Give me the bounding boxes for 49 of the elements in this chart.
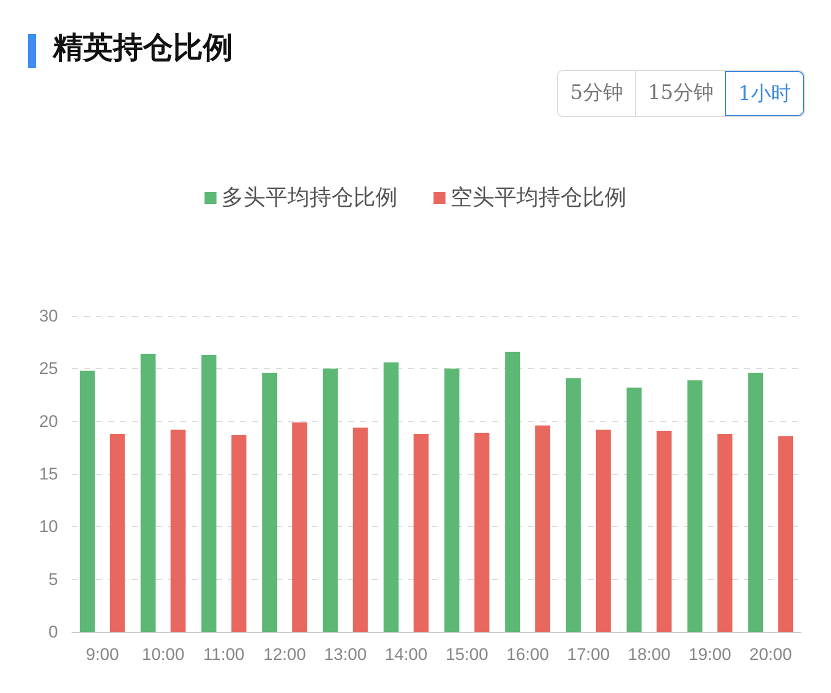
- text: 15分钟: [634, 71, 726, 116]
- bar: [110, 434, 125, 632]
- x-tick-label: 20:00: [749, 645, 792, 664]
- x-tick-label: 15:00: [446, 645, 488, 664]
- bar: [352, 428, 368, 632]
- bar: [566, 378, 581, 632]
- bar: [748, 372, 764, 632]
- bar: [778, 436, 794, 632]
- bar: [596, 430, 611, 632]
- y-tick-label: 30: [39, 306, 58, 326]
- text: 1小时: [725, 71, 804, 116]
- chart-title: 精英持仓比例: [52, 30, 233, 66]
- bar: [292, 422, 308, 632]
- bar: [626, 388, 642, 632]
- bar: [535, 426, 550, 632]
- bar: [717, 434, 732, 632]
- bar: [170, 430, 186, 632]
- legend-label: 空头平均持仓比例: [450, 186, 626, 210]
- x-tick-label: 14:00: [384, 645, 428, 664]
- bar: [201, 354, 216, 632]
- x-tick-label: 9:00: [86, 645, 119, 664]
- x-tick-label: 10:00: [142, 645, 184, 664]
- bar: [474, 432, 490, 632]
- bar: [322, 368, 338, 632]
- text: 5分钟: [558, 71, 635, 116]
- y-tick-label: 25: [39, 359, 58, 378]
- y-tick-label: 5: [48, 570, 58, 589]
- y-tick-label: 15: [39, 464, 58, 484]
- x-tick-label: 17:00: [567, 645, 610, 664]
- bar: [140, 354, 156, 632]
- legend-label: 多头平均持仓比例: [222, 186, 398, 210]
- x-tick-label: 19:00: [688, 645, 732, 664]
- bar: [231, 435, 246, 632]
- x-tick-label: 11:00: [203, 645, 245, 664]
- x-tick-label: 16:00: [506, 645, 549, 664]
- x-tick-label: 13:00: [324, 645, 367, 664]
- y-tick-label: 10: [39, 517, 58, 536]
- x-tick-label: 18:00: [628, 645, 670, 664]
- bar: [444, 368, 460, 632]
- y-tick-label: 20: [39, 412, 58, 431]
- bar: [262, 372, 278, 632]
- bar: [384, 362, 399, 632]
- bar: [505, 352, 520, 632]
- bar: [687, 380, 702, 632]
- bar: [414, 434, 429, 632]
- bar: [656, 430, 672, 632]
- x-tick-label: 12:00: [263, 645, 306, 664]
- bar: [80, 370, 95, 632]
- y-tick-label: 0: [48, 622, 58, 642]
